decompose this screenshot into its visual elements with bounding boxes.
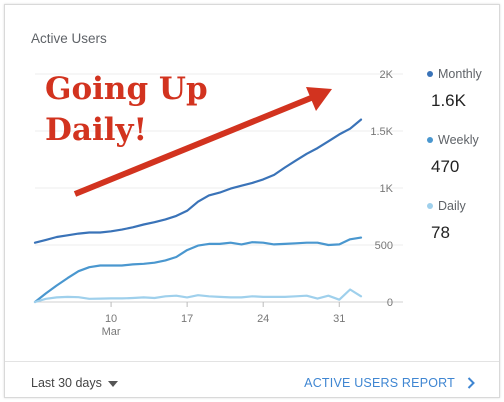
- legend-dot-icon: [427, 137, 433, 143]
- date-range-dropdown[interactable]: Last 30 days: [31, 376, 118, 390]
- annotation-line-2: Daily!: [45, 112, 148, 148]
- legend-value: 470: [431, 157, 460, 176]
- y-tick-label: 1.5K: [370, 126, 393, 138]
- annotation-text: Going Up Daily!: [45, 69, 208, 151]
- x-tick-label: 24: [257, 313, 269, 325]
- legend-label: Weekly: [438, 133, 479, 147]
- series-line-weekly: [33, 236, 363, 304]
- x-tick-label: 31: [333, 313, 345, 325]
- y-tick-label: 0: [387, 297, 393, 309]
- x-tick-label: 10: [105, 313, 117, 325]
- annotation-line-1: Going Up: [45, 71, 208, 107]
- annotation-arrow: [73, 87, 332, 197]
- legend-value: 1.6K: [431, 91, 466, 110]
- arrow-shaft: [73, 95, 313, 197]
- series-line-daily: [33, 288, 363, 304]
- legend-label: Daily: [438, 199, 466, 213]
- active-users-card: Active Users 0 500 1K 1.5K 2K 10 Mar 17 24 31 Go…: [4, 4, 500, 398]
- chevron-right-icon: [467, 377, 475, 389]
- legend-item-monthly: Monthly 1.6K: [427, 67, 497, 133]
- caret-down-icon: [107, 380, 118, 387]
- x-tick-sublabel: Mar: [102, 326, 121, 338]
- y-tick-label: 500: [375, 240, 393, 252]
- legend-item-daily: Daily 78: [427, 199, 497, 265]
- legend-dot-icon: [427, 71, 433, 77]
- chart-legend: Monthly 1.6K Weekly 470 Daily 78: [427, 67, 497, 265]
- arrow-head: [306, 87, 332, 111]
- legend-dot-icon: [427, 203, 433, 209]
- footer-divider: [5, 361, 499, 362]
- legend-item-weekly: Weekly 470: [427, 133, 497, 199]
- report-link-label: ACTIVE USERS REPORT: [304, 376, 455, 390]
- y-tick-label: 1K: [380, 183, 394, 195]
- series-line-monthly: [33, 118, 363, 244]
- card-title: Active Users: [31, 31, 107, 46]
- x-tick-label: 17: [181, 313, 193, 325]
- active-users-report-link[interactable]: ACTIVE USERS REPORT: [304, 376, 475, 390]
- y-tick-label: 2K: [380, 69, 394, 81]
- legend-value: 78: [431, 223, 450, 242]
- legend-label: Monthly: [438, 67, 482, 81]
- date-range-label: Last 30 days: [31, 376, 102, 390]
